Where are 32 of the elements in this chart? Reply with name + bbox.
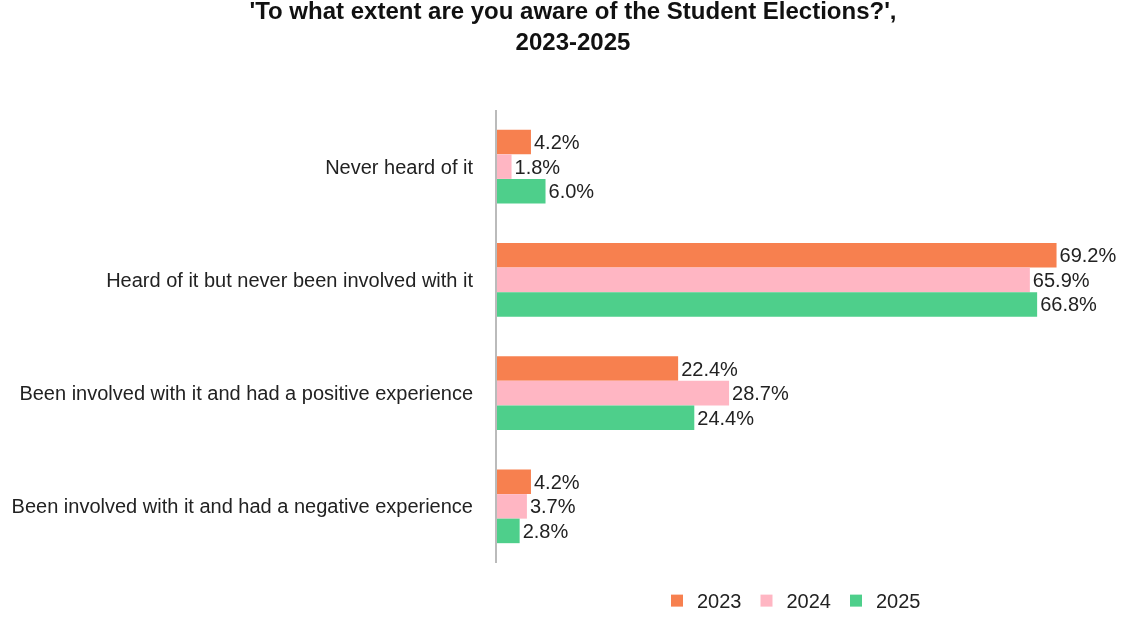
data-label: 22.4% xyxy=(681,357,739,380)
bar xyxy=(497,292,1038,317)
bar xyxy=(497,154,512,179)
bar xyxy=(497,380,730,406)
bar xyxy=(497,267,1030,293)
y-tick-label: Been involved with it and had a positive experience xyxy=(19,382,473,405)
y-tick-label: Been involved with it and had a negative experience xyxy=(11,495,473,518)
bar xyxy=(497,405,695,430)
data-label: 28.7% xyxy=(732,382,789,405)
bar xyxy=(497,243,1057,268)
data-label: 6.0% xyxy=(548,180,595,203)
data-label: 24.4% xyxy=(697,406,755,429)
legend-label: 2024 xyxy=(786,590,831,613)
y-tick-label: Never heard of it xyxy=(325,155,474,178)
y-tick-label: Heard of it but never been involved with it xyxy=(106,268,474,291)
data-label: 65.9% xyxy=(1032,268,1090,291)
bar xyxy=(497,469,531,495)
bar xyxy=(497,178,546,204)
data-label: 69.2% xyxy=(1059,244,1117,267)
data-label: 2.8% xyxy=(522,519,569,542)
legend-label: 2025 xyxy=(876,590,921,613)
legend-label: 2023 xyxy=(697,590,742,613)
data-label: 66.8% xyxy=(1040,293,1098,316)
chart-title: 'To what extent are you aware of the Student Elections?', 2023-2025 xyxy=(249,0,897,56)
bar xyxy=(497,518,520,544)
data-label: 4.2% xyxy=(533,470,580,493)
data-label: 4.2% xyxy=(533,131,580,154)
bar xyxy=(497,129,531,155)
data-label: 1.8% xyxy=(514,155,561,178)
data-label: 3.7% xyxy=(529,495,576,518)
bar xyxy=(497,494,527,519)
bar xyxy=(497,356,679,381)
